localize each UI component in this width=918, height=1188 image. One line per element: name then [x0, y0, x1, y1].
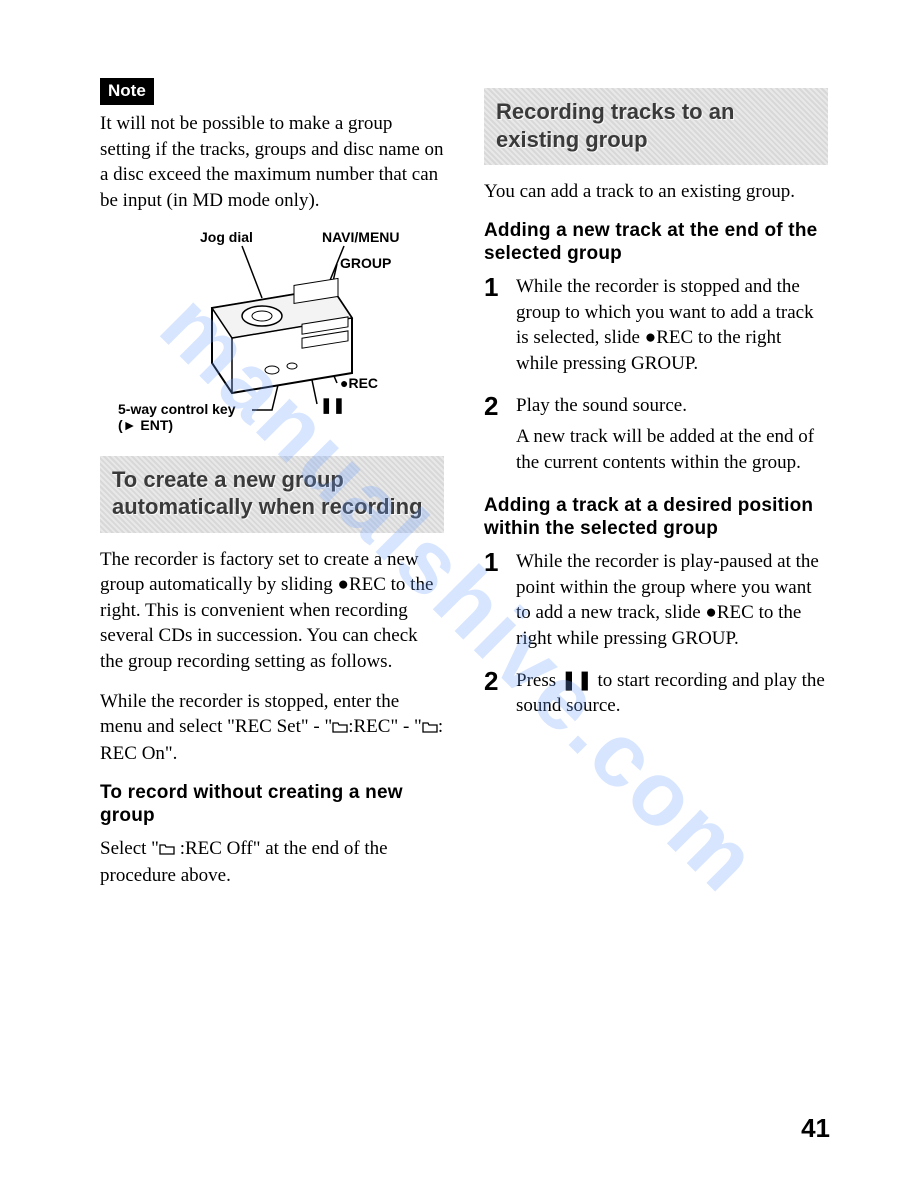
step-number: 1 [484, 274, 506, 300]
label-5way: 5-way control key [118, 401, 236, 417]
subhead-add-position: Adding a track at a desired position wit… [484, 494, 828, 542]
section2-body: Select " :REC Off" at the end of the pro… [100, 836, 444, 888]
step-item: 1 While the recorder is play-paused at t… [484, 549, 828, 658]
step-item: 2 Play the sound source. A new track wil… [484, 393, 828, 482]
label-navi-menu: NAVI/MENU [322, 229, 400, 245]
section-title: To create a new group automatically when… [112, 466, 432, 521]
folder-icon [422, 715, 438, 741]
two-column-layout: Note It will not be possible to make a g… [100, 78, 828, 902]
section1-body2: While the recorder is stopped, enter the… [100, 689, 444, 767]
folder-icon [332, 715, 348, 741]
page-number: 41 [801, 1111, 830, 1146]
label-rec: ●REC [340, 375, 378, 391]
step-text: Press ❚❚ to start recording and play the… [516, 668, 828, 719]
steps-add-end: 1 While the recorder is stopped and the … [484, 274, 828, 481]
device-diagram: Jog dial NAVI/MENU GROUP ●REC ❚❚ 5-way c… [100, 228, 444, 438]
subhead-no-new-group: To record without creating a new group [100, 781, 444, 829]
step-body: Press ❚❚ to start recording and play the… [516, 668, 828, 725]
steps-add-position: 1 While the recorder is play-paused at t… [484, 549, 828, 725]
intro-text: You can add a track to an existing group… [484, 179, 828, 205]
note-badge: Note [100, 78, 154, 105]
note-body: It will not be possible to make a group … [100, 111, 444, 214]
step-item: 2 Press ❚❚ to start recording and play t… [484, 668, 828, 725]
step-number: 1 [484, 549, 506, 575]
step-number: 2 [484, 668, 506, 694]
step-text: A new track will be added at the end of … [516, 424, 828, 475]
folder-icon [159, 837, 175, 863]
text-fragment: Select " [100, 838, 159, 859]
label-pause: ❚❚ [320, 397, 345, 414]
text-fragment: :REC" - " [348, 716, 422, 737]
label-group: GROUP [340, 255, 391, 271]
label-ent: (► ENT) [118, 417, 173, 433]
left-column: Note It will not be possible to make a g… [100, 78, 444, 902]
step-item: 1 While the recorder is stopped and the … [484, 274, 828, 383]
section-banner-create-group: To create a new group automatically when… [100, 456, 444, 533]
step-body: While the recorder is stopped and the gr… [516, 274, 828, 383]
step-text: While the recorder is stopped and the gr… [516, 274, 828, 377]
step-body: Play the sound source. A new track will … [516, 393, 828, 482]
step-text: Play the sound source. [516, 393, 828, 419]
section1-body1: The recorder is factory set to create a … [100, 547, 444, 675]
subhead-add-end: Adding a new track at the end of the sel… [484, 219, 828, 267]
section-banner-existing-group: Recording tracks to an existing group [484, 88, 828, 165]
section-title: Recording tracks to an existing group [496, 98, 816, 153]
step-text: While the recorder is play-paused at the… [516, 549, 828, 652]
step-body: While the recorder is play-paused at the… [516, 549, 828, 658]
step-number: 2 [484, 393, 506, 419]
right-column: Recording tracks to an existing group Yo… [484, 78, 828, 902]
label-jog-dial: Jog dial [200, 229, 253, 245]
